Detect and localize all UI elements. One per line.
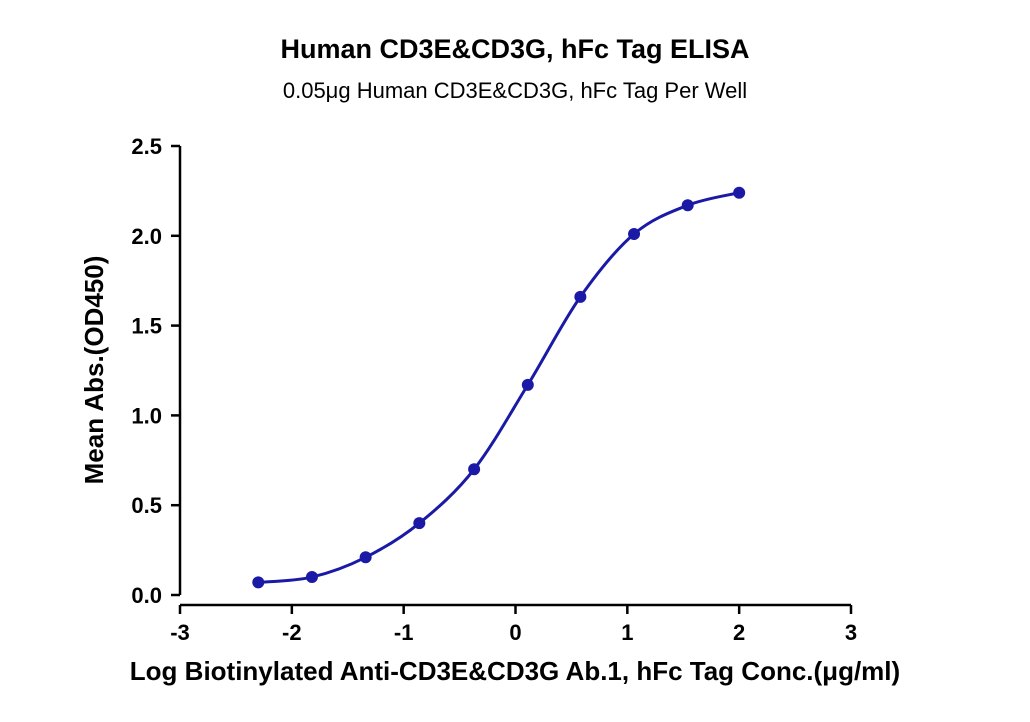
data-point	[359, 551, 372, 564]
x-tick-label: -2	[282, 620, 302, 645]
data-point	[305, 571, 318, 584]
data-point	[413, 517, 426, 530]
chart-subtitle: 0.05μg Human CD3E&CD3G, hFc Tag Per Well	[283, 78, 747, 103]
data-point	[521, 378, 534, 391]
y-tick-label: 0.0	[131, 583, 162, 608]
x-ticks: -3 -2 -1 0 1 2 3	[170, 605, 857, 645]
x-tick-label: -1	[394, 620, 414, 645]
x-axis-label: Log Biotinylated Anti-CD3E&CD3G Ab.1, hF…	[130, 656, 900, 686]
data-point	[252, 576, 265, 589]
y-tick-label: 1.0	[131, 403, 162, 428]
chart-title: Human CD3E&CD3G, hFc Tag ELISA	[280, 34, 749, 64]
x-tick-label: 3	[845, 620, 857, 645]
y-tick-label: 0.5	[131, 493, 162, 518]
y-tick-label: 1.5	[131, 314, 162, 339]
fit-curve	[258, 191, 740, 584]
y-tick-label: 2.0	[131, 224, 162, 249]
x-tick-label: 0	[509, 620, 521, 645]
x-tick-label: 2	[733, 620, 745, 645]
x-tick-label: 1	[621, 620, 633, 645]
data-point	[681, 199, 694, 212]
data-point	[628, 228, 641, 241]
y-tick-label: 2.5	[131, 134, 162, 159]
y-ticks: 0.0 0.5 1.0 1.5 2.0 2.5	[131, 134, 180, 608]
y-axis-label: Mean Abs.(OD450)	[79, 256, 109, 485]
axes	[178, 146, 851, 607]
x-tick-label: -3	[170, 620, 190, 645]
data-point	[574, 290, 587, 303]
data-points	[252, 186, 746, 589]
data-point	[733, 186, 746, 199]
data-point	[468, 463, 481, 476]
